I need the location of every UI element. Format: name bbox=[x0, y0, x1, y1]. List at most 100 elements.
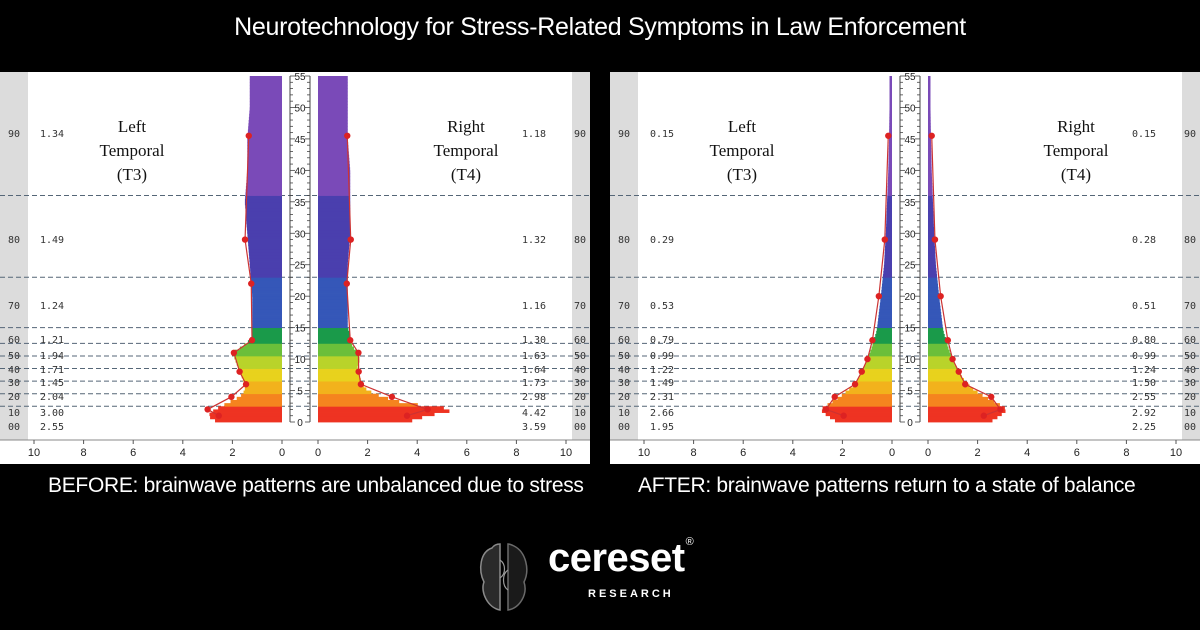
left-bar-segment bbox=[889, 79, 892, 83]
left-bar-segment bbox=[248, 123, 282, 127]
left-bar-segment bbox=[865, 362, 892, 366]
band-value-right: 1.64 bbox=[522, 365, 546, 376]
band-percentile-right: 70 bbox=[574, 301, 586, 312]
left-bar-segment bbox=[878, 315, 892, 319]
left-data-point bbox=[248, 337, 256, 344]
band-percentile-left: 50 bbox=[8, 351, 20, 362]
left-bar-segment bbox=[877, 321, 892, 325]
logo-name: cereset bbox=[548, 536, 685, 580]
right-bar-segment bbox=[928, 365, 957, 369]
left-bar-segment bbox=[888, 170, 892, 174]
left-bar-segment bbox=[889, 110, 892, 115]
left-bar-segment bbox=[251, 289, 282, 294]
left-bar-segment bbox=[246, 220, 282, 225]
left-bar-segment bbox=[889, 123, 892, 127]
left-bar-segment bbox=[886, 214, 892, 218]
right-bar-segment bbox=[318, 330, 350, 335]
right-bar-segment bbox=[928, 208, 934, 212]
left-bar-segment bbox=[884, 255, 892, 259]
left-bar-segment bbox=[866, 359, 892, 363]
right-bar-segment bbox=[318, 343, 353, 347]
band-percentile-right: 80 bbox=[1184, 235, 1196, 246]
right-bar-segment bbox=[318, 349, 357, 354]
left-bar-segment bbox=[250, 337, 282, 341]
right-bar-segment bbox=[928, 120, 931, 124]
left-bar-segment bbox=[252, 305, 282, 310]
left-bar-segment bbox=[233, 352, 282, 357]
left-bar-segment bbox=[244, 384, 282, 388]
left-bar-segment bbox=[246, 223, 282, 228]
right-bar-segment bbox=[318, 242, 350, 247]
left-bar-segment bbox=[885, 226, 892, 231]
right-data-point bbox=[355, 368, 362, 375]
left-bar-segment bbox=[877, 324, 892, 329]
left-bar-segment bbox=[889, 126, 892, 130]
band-value-right: 1.16 bbox=[522, 301, 546, 312]
y-tick-label: 25 bbox=[294, 261, 306, 272]
right-bar-segment bbox=[928, 399, 995, 404]
band-percentile-left: 10 bbox=[8, 408, 20, 419]
left-bar-segment bbox=[244, 201, 282, 206]
left-bar-segment bbox=[889, 101, 892, 105]
left-bar-segment bbox=[237, 365, 282, 369]
left-bar-segment bbox=[889, 91, 892, 96]
right-bar-segment bbox=[928, 116, 931, 121]
band-percentile-right: 50 bbox=[1184, 351, 1196, 362]
right-data-point bbox=[355, 349, 362, 356]
left-bar-segment bbox=[247, 239, 282, 244]
right-bar-segment bbox=[318, 116, 348, 121]
y-tick-label: 35 bbox=[904, 198, 916, 209]
left-bar-segment bbox=[245, 195, 282, 200]
band-percentile-left: 60 bbox=[8, 335, 20, 346]
left-bar-segment bbox=[821, 409, 892, 413]
right-bar-segment bbox=[928, 368, 959, 373]
right-bar-segment bbox=[928, 148, 932, 152]
left-bar-segment bbox=[857, 377, 892, 382]
right-bar-segment bbox=[928, 204, 934, 209]
right-bar-segment bbox=[318, 399, 400, 404]
band-value-left: 1.49 bbox=[40, 235, 64, 246]
right-data-point bbox=[928, 132, 935, 139]
right-bar-segment bbox=[928, 245, 935, 250]
right-bar-segment bbox=[928, 123, 931, 127]
left-bar-segment bbox=[244, 387, 282, 391]
left-channel-label: (T3) bbox=[727, 165, 757, 184]
right-bar-segment bbox=[928, 173, 932, 178]
right-bar-segment bbox=[318, 245, 350, 250]
right-bar-segment bbox=[928, 311, 942, 316]
band-value-right: 2.98 bbox=[522, 392, 546, 403]
right-bar-segment bbox=[318, 359, 360, 363]
right-bar-segment bbox=[318, 377, 361, 382]
right-bar-segment bbox=[318, 85, 348, 89]
right-bar-segment bbox=[318, 403, 418, 407]
left-bar-segment bbox=[889, 94, 892, 99]
x-tick-label-left: 10 bbox=[638, 447, 650, 459]
right-bar-segment bbox=[318, 346, 354, 351]
y-tick-label: 5 bbox=[907, 387, 913, 398]
right-bar-segment bbox=[928, 277, 938, 281]
left-bar-segment bbox=[855, 381, 892, 385]
left-data-point bbox=[215, 412, 222, 419]
right-bar-segment bbox=[928, 217, 934, 222]
y-tick-label: 15 bbox=[904, 324, 916, 335]
band-value-right: 0.99 bbox=[1132, 351, 1156, 362]
left-bar-segment bbox=[244, 343, 282, 347]
left-bar-segment bbox=[849, 387, 892, 391]
y-tick-label: 30 bbox=[904, 229, 916, 240]
left-bar-segment bbox=[888, 173, 892, 178]
right-bar-segment bbox=[928, 186, 933, 190]
left-bar-segment bbox=[886, 217, 892, 222]
left-bar-segment bbox=[249, 261, 282, 266]
right-bar-segment bbox=[318, 327, 349, 332]
right-bar-segment bbox=[928, 337, 946, 341]
right-data-point bbox=[988, 393, 995, 401]
right-trend-line bbox=[346, 135, 430, 417]
right-bar-segment bbox=[928, 396, 989, 401]
x-tick-label-left: 2 bbox=[839, 447, 845, 459]
right-data-point bbox=[944, 337, 952, 344]
band-value-right: 0.80 bbox=[1132, 335, 1156, 346]
x-tick-label-right: 10 bbox=[560, 447, 572, 459]
band-percentile-left: 90 bbox=[618, 129, 630, 140]
right-bar-segment bbox=[928, 138, 932, 143]
band-percentile-left: 30 bbox=[618, 378, 630, 389]
